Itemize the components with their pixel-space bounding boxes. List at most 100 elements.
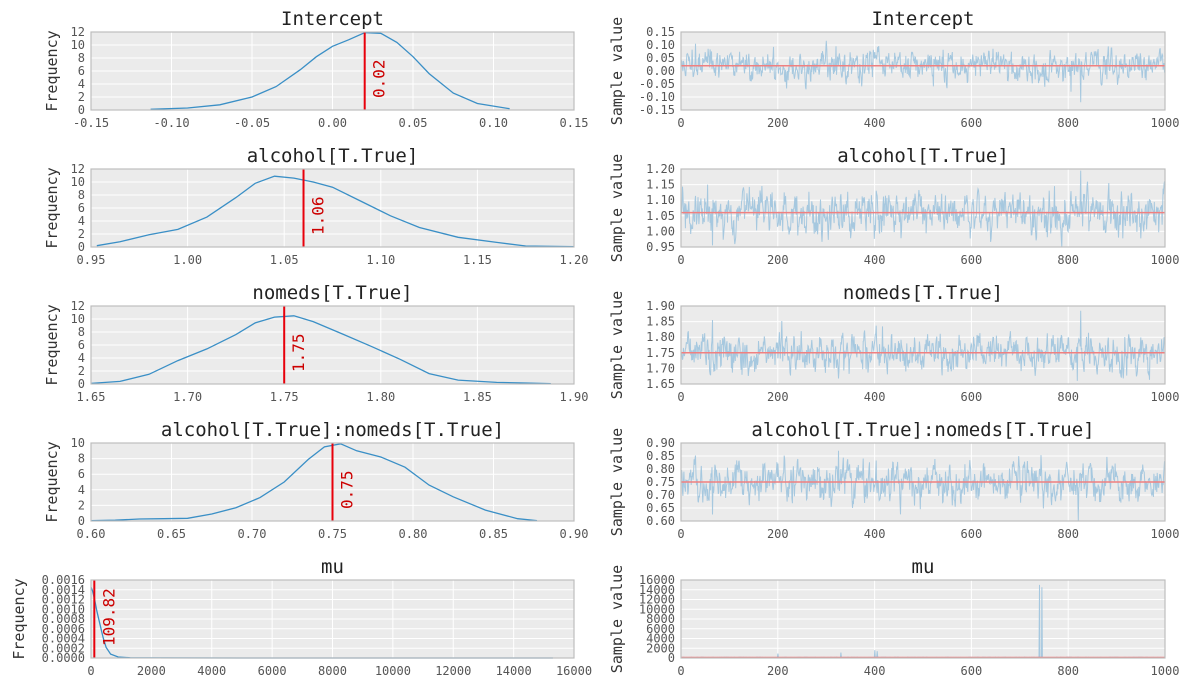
y-tick-label: 1.00 bbox=[646, 224, 675, 238]
panel-title: mu bbox=[321, 556, 344, 578]
y-tick-label: 0.70 bbox=[646, 488, 675, 502]
y-tick-label: 1.65 bbox=[646, 377, 675, 391]
x-tick-label: 0.95 bbox=[77, 253, 106, 267]
x-tick-label: 800 bbox=[1057, 527, 1079, 541]
y-tick-label: 1.05 bbox=[646, 209, 675, 223]
x-tick-label: 0.10 bbox=[479, 116, 508, 130]
x-tick-label: -0.10 bbox=[153, 116, 189, 130]
y-tick-label: 1.20 bbox=[646, 162, 675, 176]
y-tick-label: 0.00 bbox=[646, 64, 675, 78]
x-tick-label: 0 bbox=[677, 253, 684, 267]
y-tick-label: 0.65 bbox=[646, 501, 675, 515]
y-tick-label: 0.0014 bbox=[42, 583, 85, 597]
x-tick-label: 1.75 bbox=[270, 390, 299, 404]
y-tick-label: 4 bbox=[78, 351, 85, 365]
x-tick-label: 0.60 bbox=[77, 527, 106, 541]
y-tick-label: 2 bbox=[78, 498, 85, 512]
y-tick-label: 1.80 bbox=[646, 330, 675, 344]
trace-line bbox=[680, 310, 1166, 381]
mean-value-label: 109.82 bbox=[99, 588, 118, 646]
y-tick-label: 1.85 bbox=[646, 315, 675, 329]
kde-line bbox=[150, 31, 510, 110]
y-tick-label: 6 bbox=[78, 64, 85, 78]
x-tick-label: 1.65 bbox=[77, 390, 106, 404]
y-tick-label: 0.0016 bbox=[42, 573, 85, 587]
y-tick-label: 8 bbox=[78, 325, 85, 339]
panel-posterior-4: 109.82 0 2000 4000 6000 8000 10000 12000 14000 16… bbox=[10, 556, 592, 678]
x-tick-label: 0.70 bbox=[238, 527, 267, 541]
x-tick-label: 16000 bbox=[556, 664, 592, 678]
x-tick-label: 200 bbox=[767, 116, 789, 130]
x-tick-label: 200 bbox=[767, 390, 789, 404]
x-tick-label: 1.10 bbox=[366, 253, 395, 267]
plot-frame bbox=[680, 31, 1166, 111]
y-tick-label: -0.15 bbox=[639, 103, 675, 117]
x-tick-label: 1000 bbox=[1151, 116, 1180, 130]
x-tick-label: -0.15 bbox=[73, 116, 109, 130]
x-tick-label: 400 bbox=[864, 527, 886, 541]
x-tick-label: 1.00 bbox=[173, 253, 202, 267]
y-tick-label: 1.15 bbox=[646, 178, 675, 192]
trace-line bbox=[680, 40, 1166, 103]
trace-line bbox=[680, 450, 1166, 522]
x-tick-label: 10000 bbox=[375, 664, 411, 678]
panel-trace-4: 0 200 400 600 800 100002000400060008000100001… bbox=[608, 556, 1179, 678]
plot-frame bbox=[680, 168, 1166, 248]
x-tick-label: 0.00 bbox=[318, 116, 347, 130]
y-tick-label: 1.70 bbox=[646, 361, 675, 375]
y-tick-label: 0 bbox=[78, 103, 85, 117]
y-tick-label: 8000 bbox=[646, 612, 675, 626]
y-tick-label: 12 bbox=[71, 162, 85, 176]
y-axis-label: Sample value bbox=[608, 565, 626, 673]
x-tick-label: 800 bbox=[1057, 116, 1079, 130]
y-tick-label: 4000 bbox=[646, 632, 675, 646]
y-axis-label: Sample value bbox=[608, 154, 626, 262]
x-tick-label: 1.80 bbox=[366, 390, 395, 404]
y-tick-label: 6 bbox=[78, 201, 85, 215]
panel-title: nomeds[T.True] bbox=[843, 282, 1003, 304]
y-tick-label: 10 bbox=[71, 436, 85, 450]
x-tick-label: 0.15 bbox=[560, 116, 589, 130]
y-tick-label: 0.0010 bbox=[42, 602, 85, 616]
y-tick-label: 0.05 bbox=[646, 51, 675, 65]
plot-frame bbox=[90, 305, 575, 385]
x-tick-label: 800 bbox=[1057, 253, 1079, 267]
x-tick-label: 800 bbox=[1057, 390, 1079, 404]
panel-trace-1: 0 200 400 600 800 1000 0.95 1.001.05 1.101.15 1.2… bbox=[608, 145, 1179, 267]
x-tick-label: 2000 bbox=[137, 664, 166, 678]
panel-title: alcohol[T.True] bbox=[837, 145, 1009, 167]
panel-posterior-3: 0.75 0.60 0.65 0.70 0.75 0.80 0.85 0.90 0 24 68 10 a… bbox=[43, 419, 588, 541]
x-tick-label: 400 bbox=[864, 390, 886, 404]
x-tick-label: 0 bbox=[87, 664, 94, 678]
y-tick-label: 0.85 bbox=[646, 449, 675, 463]
y-tick-label: 2 bbox=[78, 227, 85, 241]
mean-value-label: 0.75 bbox=[338, 470, 357, 509]
y-tick-label: 1.75 bbox=[646, 346, 675, 360]
panel-trace-2: 0 200 400 600 800 1000 1.65 1.701.75 1.801.85 1.9… bbox=[608, 282, 1179, 404]
panel-posterior-0: 0.02 -0.15 -0.10 -0.05 0.00 0.05 0.10 0.15 02468… bbox=[43, 8, 588, 130]
x-tick-label: 1000 bbox=[1151, 664, 1180, 678]
x-tick-label: 1000 bbox=[1151, 527, 1180, 541]
y-tick-label: -0.10 bbox=[639, 90, 675, 104]
x-tick-label: 400 bbox=[864, 253, 886, 267]
x-tick-label: 0 bbox=[677, 664, 684, 678]
y-tick-label: 0 bbox=[668, 651, 675, 665]
y-tick-label: 0.0006 bbox=[42, 622, 85, 636]
x-tick-label: 0.75 bbox=[318, 527, 347, 541]
y-tick-label: 8 bbox=[78, 188, 85, 202]
y-axis-label: Frequency bbox=[10, 578, 28, 659]
mean-value-label: 1.75 bbox=[289, 333, 308, 372]
x-tick-label: 1.15 bbox=[463, 253, 492, 267]
x-tick-label: 600 bbox=[961, 664, 983, 678]
x-tick-label: 200 bbox=[767, 527, 789, 541]
y-tick-label: 0.0002 bbox=[42, 641, 85, 655]
y-tick-label: 2 bbox=[78, 90, 85, 104]
y-axis-label: Frequency bbox=[43, 304, 61, 385]
plot-area bbox=[681, 306, 1165, 384]
y-tick-label: 12 bbox=[71, 299, 85, 313]
y-tick-label: 4 bbox=[78, 77, 85, 91]
panel-title: Intercept bbox=[281, 8, 384, 30]
x-tick-label: 6000 bbox=[258, 664, 287, 678]
x-tick-label: 200 bbox=[767, 253, 789, 267]
panel-title: nomeds[T.True] bbox=[252, 282, 412, 304]
